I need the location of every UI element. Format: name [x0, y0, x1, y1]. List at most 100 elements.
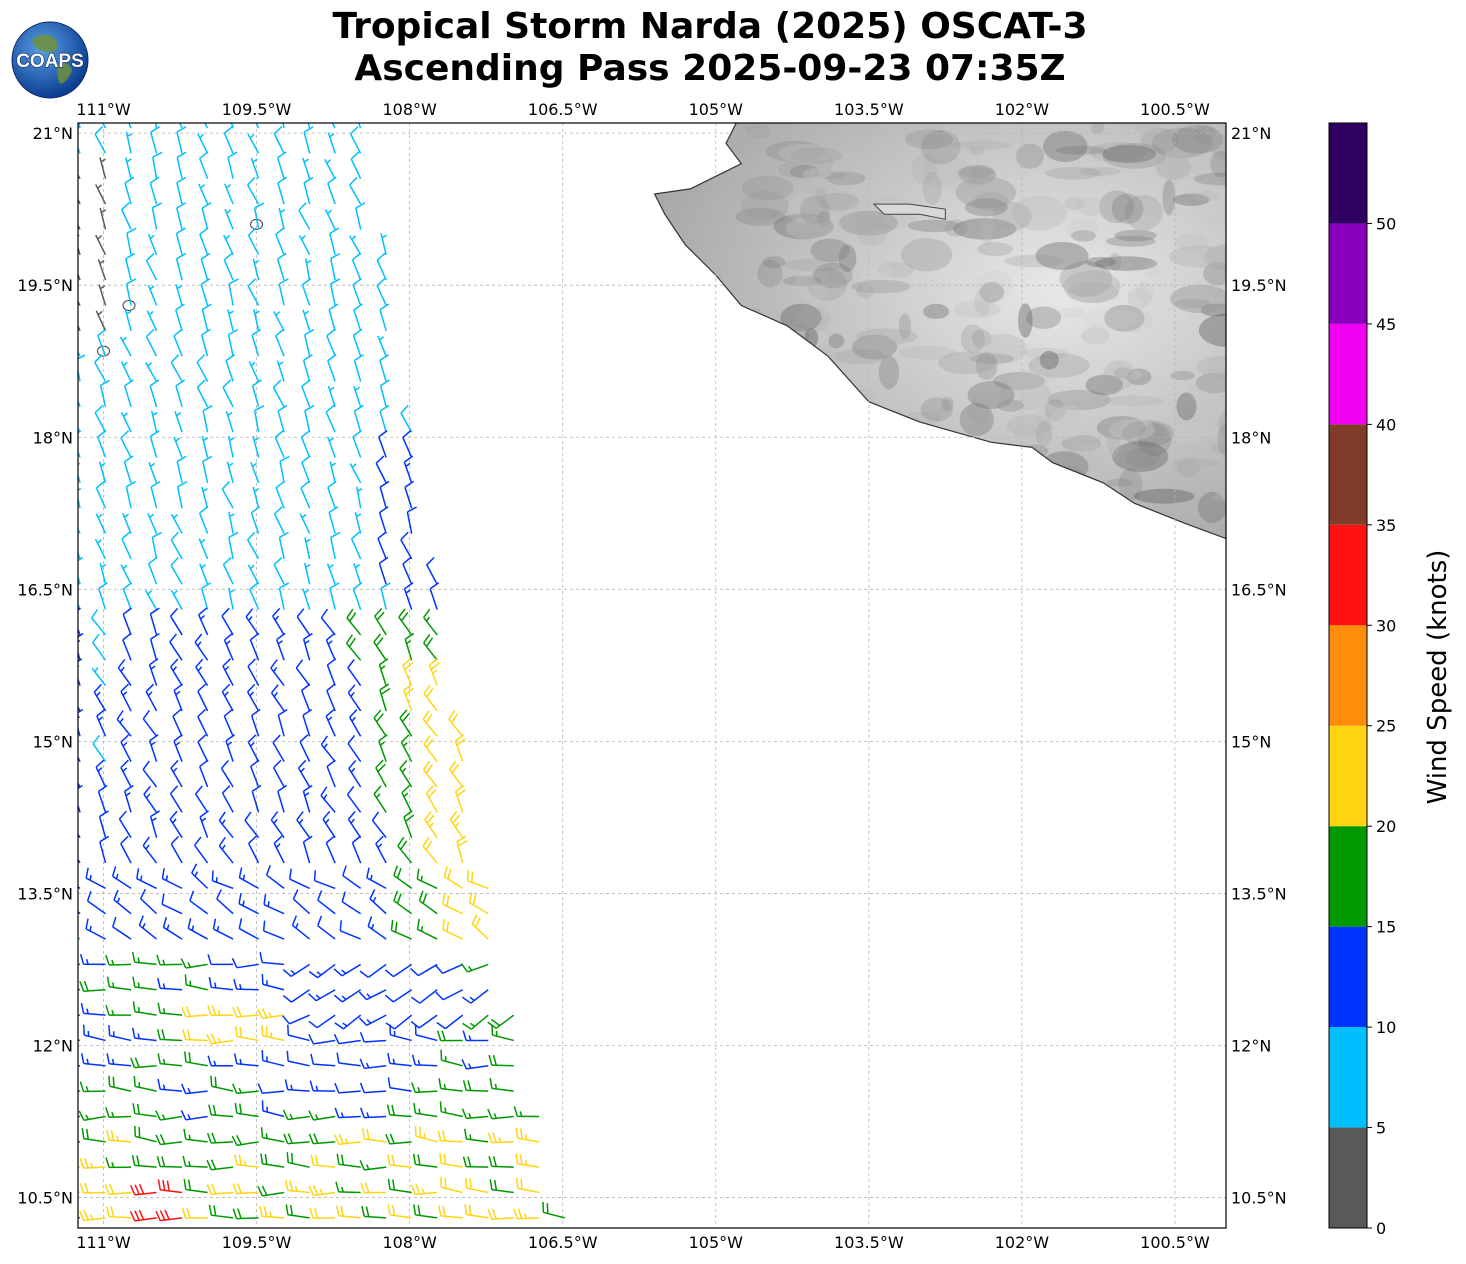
- wind-barb: [136, 868, 157, 890]
- terrain-patch: [1028, 353, 1090, 378]
- wind-barb: [399, 709, 413, 737]
- wind-barb: [347, 810, 362, 839]
- wind-barb: [299, 734, 311, 762]
- wind-barb: [179, 123, 183, 129]
- terrain-patch: [1151, 127, 1213, 159]
- terrain-patch: [1136, 281, 1154, 304]
- map-title: Tropical Storm Narda (2025) OSCAT-3 Asce…: [0, 6, 1420, 90]
- lat-label-right: 10.5°N: [1231, 1189, 1287, 1208]
- wind-barb: [278, 278, 289, 306]
- wind-barb: [412, 1153, 438, 1168]
- colorbar-frame: [1328, 122, 1368, 1229]
- wind-barb: [399, 760, 413, 788]
- lat-label-left: 21°N: [33, 124, 73, 143]
- terrain-patch: [790, 164, 821, 179]
- terrain-patch: [1013, 369, 1056, 386]
- terrain-patch: [1194, 190, 1220, 202]
- terrain-patch: [1155, 155, 1192, 181]
- wind-barb: [157, 1078, 183, 1092]
- wind-barb: [371, 811, 387, 839]
- wind-barb: [325, 632, 336, 661]
- wind-barb: [350, 531, 362, 560]
- terrain-patch: [1133, 488, 1195, 504]
- terrain-patch: [810, 216, 825, 240]
- wind-barb: [80, 1002, 106, 1016]
- wind-barb: [79, 1182, 106, 1194]
- wind-barb: [333, 1033, 361, 1045]
- wind-barb: [440, 1049, 463, 1067]
- terrain-patch: [742, 364, 778, 375]
- terrain-patch: [795, 145, 834, 179]
- wind-barb: [120, 835, 132, 864]
- wind-barb: [189, 890, 209, 915]
- terrain-patch: [813, 170, 847, 179]
- wind-barb: [379, 480, 390, 509]
- terrain-patch: [785, 449, 801, 483]
- wind-barb: [513, 1208, 540, 1220]
- wind-barb: [302, 835, 313, 864]
- wind-barb: [252, 486, 260, 509]
- wind-barb: [78, 1110, 106, 1122]
- terrain-patch: [979, 281, 1005, 303]
- terrain-patch: [1044, 399, 1066, 422]
- wind-barb: [194, 633, 209, 661]
- terrain-patch: [966, 398, 993, 425]
- wind-barb: [422, 710, 438, 737]
- wind-barb: [251, 784, 262, 813]
- wind-barb: [176, 126, 187, 154]
- wind-barb: [176, 455, 187, 484]
- wind-barb: [282, 989, 311, 1003]
- wind-barb: [170, 531, 183, 560]
- wind-barb: [132, 1103, 157, 1118]
- wind-barb: [145, 328, 158, 357]
- wind-barb: [401, 784, 413, 813]
- terrain-patch: [787, 376, 832, 409]
- wind-barb: [223, 234, 234, 256]
- wind-barb: [277, 404, 288, 433]
- terrain-patch: [1085, 256, 1116, 268]
- wind-barb: [380, 582, 391, 610]
- wind-barb: [131, 951, 157, 966]
- wind-barb: [173, 328, 183, 357]
- terrain-patch: [785, 216, 844, 241]
- wind-barb: [353, 354, 364, 382]
- wind-barb: [176, 481, 188, 509]
- wind-barb: [199, 810, 209, 838]
- wind-barb: [353, 385, 362, 408]
- terrain-patch: [1126, 368, 1152, 386]
- wind-barb: [125, 252, 136, 281]
- lat-label-left: 15°N: [33, 732, 73, 751]
- terrain-patch: [860, 262, 895, 298]
- wind-barb: [393, 865, 413, 889]
- wind-barb: [320, 786, 336, 813]
- land-terrain: [654, 123, 1226, 539]
- wind-barb: [336, 1052, 361, 1067]
- wind-barb: [78, 1166, 81, 1168]
- wind-barb: [157, 977, 183, 991]
- wind-barb: [320, 608, 336, 636]
- wind-barb: [106, 1053, 132, 1067]
- wind-barb: [461, 989, 489, 1004]
- wind-barb: [111, 866, 132, 890]
- colorbar-bin: [1329, 223, 1367, 324]
- wind-barb: [260, 1153, 285, 1168]
- title-line-1: Tropical Storm Narda (2025) OSCAT-3: [332, 6, 1088, 47]
- wind-barb: [144, 362, 158, 382]
- wind-barb: [246, 531, 260, 560]
- colorbar-bin: [1329, 323, 1367, 425]
- wind-barb: [393, 890, 413, 915]
- wind-barb: [147, 513, 158, 534]
- terrain-patch: [1102, 142, 1166, 169]
- wind-barb: [386, 1104, 412, 1118]
- wind-barb: [97, 259, 107, 281]
- terrain-patch: [1004, 254, 1065, 268]
- wind-barb: [287, 1024, 310, 1042]
- terrain-patch: [1010, 489, 1065, 500]
- terrain-patch: [795, 265, 831, 301]
- wind-barb: [124, 176, 135, 205]
- terrain-patch: [812, 398, 839, 431]
- wind-barb: [78, 1210, 106, 1222]
- wind-barb: [182, 1029, 208, 1042]
- wind-barb: [303, 562, 311, 585]
- terrain-patch: [980, 216, 994, 247]
